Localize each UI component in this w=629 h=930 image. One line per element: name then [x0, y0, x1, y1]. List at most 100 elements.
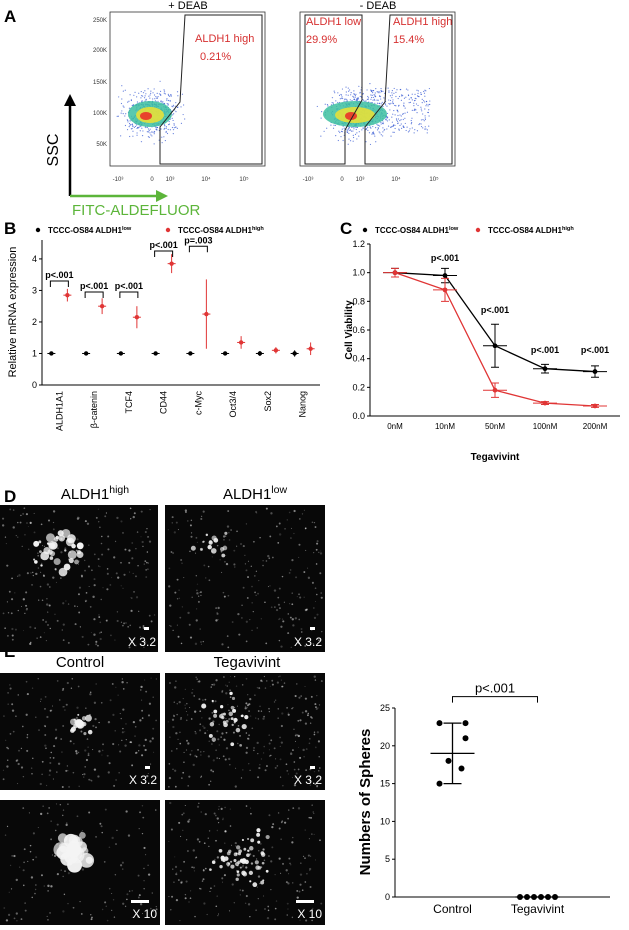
speckle — [293, 784, 297, 787]
event-dot — [384, 92, 386, 94]
speckle — [193, 870, 196, 872]
sphere — [77, 713, 80, 716]
speckle — [2, 517, 5, 520]
event-dot — [350, 94, 352, 96]
speckle — [5, 919, 9, 922]
data-point — [169, 261, 174, 266]
event-dot — [146, 126, 148, 129]
speckle — [250, 812, 252, 815]
speckle — [255, 510, 258, 513]
speckle — [280, 645, 283, 648]
event-dot — [353, 90, 355, 92]
speckle — [56, 547, 59, 550]
speckle — [22, 512, 25, 515]
speckle — [171, 522, 173, 524]
speckle — [227, 704, 229, 706]
speckle — [314, 587, 317, 590]
speckle — [52, 510, 56, 513]
speckle — [235, 767, 237, 769]
speckle — [211, 743, 213, 745]
event-dot — [374, 94, 376, 96]
event-dot — [356, 132, 358, 134]
event-dot — [362, 93, 364, 95]
speckle — [29, 844, 32, 847]
event-dot — [382, 135, 384, 137]
event-dot — [316, 105, 318, 108]
speckle — [170, 551, 173, 553]
speckle — [98, 521, 100, 523]
speckle — [245, 702, 248, 705]
event-dot — [347, 143, 349, 145]
speckle — [80, 730, 83, 733]
speckle — [122, 587, 124, 589]
speckle — [152, 696, 154, 699]
sphere — [64, 549, 67, 552]
speckle — [274, 606, 276, 608]
speckle — [212, 720, 215, 723]
event-dot — [391, 94, 393, 96]
speckle — [256, 686, 259, 689]
speckle — [144, 738, 147, 742]
speckle — [206, 730, 209, 732]
speckle — [246, 597, 249, 599]
sphere — [218, 848, 223, 853]
speckle — [97, 775, 100, 778]
event-dot — [375, 127, 377, 129]
event-dot — [120, 112, 122, 114]
speckle — [167, 721, 169, 723]
y-tick-label: 4 — [32, 254, 37, 264]
event-dot — [425, 105, 427, 107]
speckle — [72, 906, 75, 909]
speckle — [137, 896, 140, 899]
speckle — [173, 881, 175, 883]
speckle — [4, 834, 7, 836]
speckle — [76, 517, 80, 520]
x-tick-label: 10⁵ — [239, 176, 249, 183]
speckle — [100, 598, 102, 601]
event-dot — [331, 102, 333, 104]
speckle — [7, 913, 11, 916]
event-dot — [403, 126, 405, 128]
speckle — [236, 869, 238, 871]
speckle — [65, 822, 68, 824]
speckle — [66, 681, 69, 685]
speckle — [123, 622, 126, 625]
panel-label: B — [4, 219, 16, 238]
label-text: ALDH1 — [61, 486, 109, 503]
speckle — [294, 617, 298, 620]
speckle — [22, 807, 25, 809]
speckle — [225, 731, 228, 734]
speckle — [217, 738, 220, 741]
speckle — [50, 709, 53, 712]
speckle — [212, 683, 216, 686]
event-dot — [428, 87, 430, 90]
speckle — [216, 829, 219, 832]
speckle — [149, 508, 151, 511]
event-dot — [144, 126, 146, 129]
speckle — [105, 512, 108, 514]
speckle — [95, 640, 98, 643]
speckle — [320, 592, 322, 594]
speckle — [139, 643, 142, 646]
event-dot — [415, 103, 418, 105]
speckle — [4, 627, 6, 629]
speckle — [172, 552, 174, 554]
speckle — [111, 577, 113, 579]
event-dot — [399, 120, 401, 122]
speckle — [115, 843, 117, 845]
speckle — [35, 572, 38, 576]
speckle — [241, 617, 243, 619]
speckle — [244, 554, 246, 557]
speckle — [313, 771, 316, 773]
speckle — [295, 733, 297, 735]
event-dot — [352, 96, 355, 98]
speckle — [67, 641, 70, 644]
speckle — [101, 535, 103, 538]
speckle — [118, 744, 120, 746]
y-tick-label: 100K — [93, 111, 107, 117]
data-point — [442, 287, 448, 293]
sphere — [222, 545, 228, 551]
event-dot — [172, 119, 174, 122]
speckle — [67, 603, 70, 605]
speckle — [188, 818, 191, 821]
